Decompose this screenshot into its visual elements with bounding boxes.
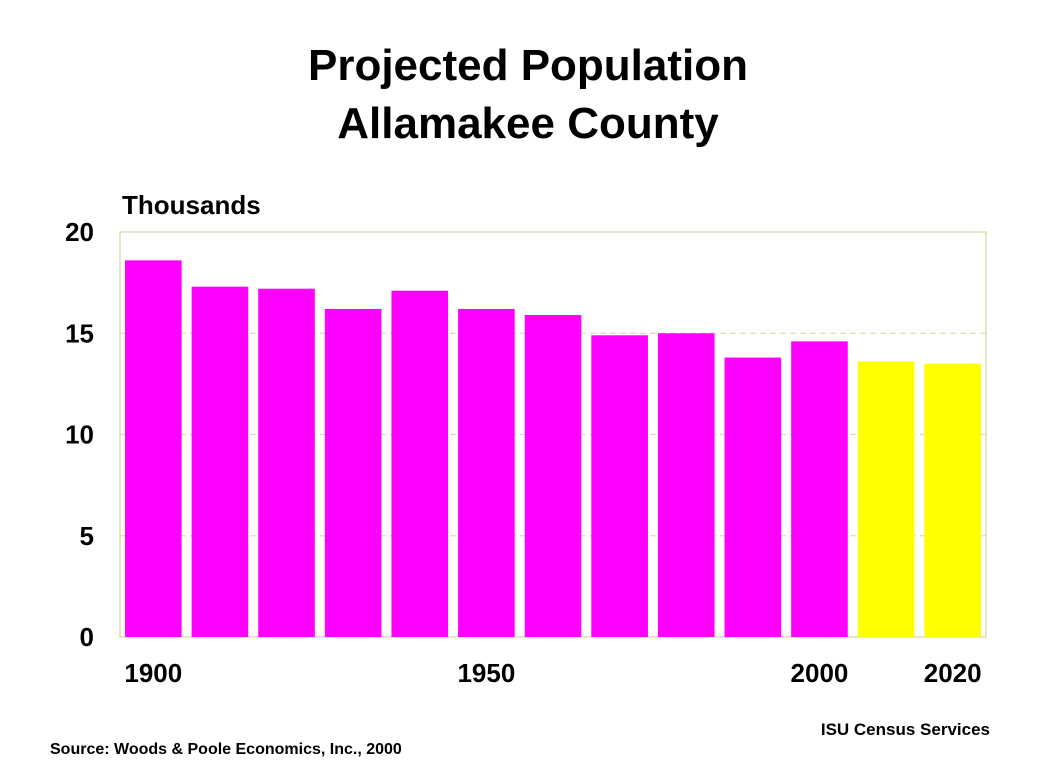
- y-tick-label-3: 15: [65, 318, 94, 348]
- x-tick-label-1: 1950: [457, 658, 515, 688]
- bar-1920: [258, 288, 315, 637]
- bar-2020: [924, 363, 982, 637]
- y-axis-unit-label: Thousands: [122, 190, 261, 220]
- bar-1960: [524, 315, 582, 637]
- bar-2000: [791, 341, 848, 637]
- x-tick-label-2: 2000: [791, 658, 849, 688]
- x-tick-label-0: 1900: [124, 658, 182, 688]
- y-tick-label-1: 5: [80, 521, 94, 551]
- bar-1950: [458, 308, 515, 637]
- credit-text: ISU Census Services: [820, 720, 990, 739]
- bar-2010: [857, 361, 915, 637]
- bar-1900: [124, 260, 182, 637]
- bar-1930: [324, 308, 382, 637]
- chart-title-line-1: Projected Population: [307, 41, 749, 90]
- x-tick-label-3: 2020: [924, 658, 982, 688]
- bar-1980: [657, 333, 715, 637]
- bar-1940: [391, 290, 449, 637]
- y-tick-label-0: 0: [80, 622, 94, 652]
- y-tick-label-4: 20: [65, 217, 94, 247]
- bar-1970: [591, 335, 648, 637]
- chart-title-line-2: Allamakee County: [337, 99, 719, 148]
- bar-1910: [191, 286, 249, 637]
- bar-1990: [724, 357, 782, 637]
- y-tick-label-2: 10: [65, 420, 94, 450]
- source-text: Source: Woods & Poole Economics, Inc., 2…: [50, 741, 402, 758]
